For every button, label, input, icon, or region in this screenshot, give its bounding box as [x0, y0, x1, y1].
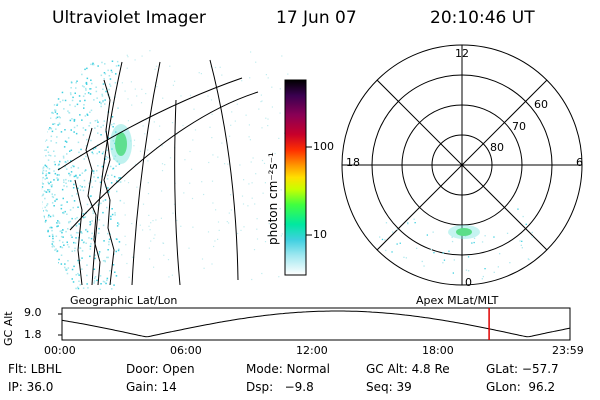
alt-ytick-9: 9.0	[24, 306, 42, 319]
info-dsp: Dsp: −9.8	[246, 380, 314, 394]
alt-xtick-1200: 12:00	[296, 344, 328, 357]
apex-panel-label: Apex MLat/MLT	[416, 294, 499, 307]
parallel-line	[69, 91, 259, 231]
info-glat: GLat: −57.7	[486, 362, 559, 376]
dayglow-speckle	[41, 42, 300, 290]
mlt-label-6: 6	[576, 156, 583, 169]
date-label: 17 Jun 07	[276, 8, 357, 28]
time-label: 20:10:46 UT	[430, 8, 535, 28]
mlt-label-12: 12	[455, 47, 469, 60]
meridian-line	[91, 61, 123, 286]
info-gc-alt: GC Alt: 4.8 Re	[366, 362, 450, 376]
polar-aurora	[379, 208, 533, 280]
info-glon: GLon: 96.2	[486, 380, 556, 394]
mlt-label-18: 18	[346, 156, 360, 169]
alt-xtick-0600: 06:00	[170, 344, 202, 357]
alt-xtick-0000: 00:00	[44, 344, 76, 357]
altitude-curve	[61, 310, 571, 338]
info-door: Door: Open	[126, 362, 195, 376]
mlt-label-0: 0	[465, 276, 472, 289]
alt-xtick-1800: 18:00	[422, 344, 454, 357]
lat-label-80: 80	[490, 141, 504, 154]
alt-ytick-1-8: 1.8	[24, 328, 42, 341]
alt-xtick-2359: 23:59	[552, 344, 584, 357]
meridian-line	[209, 59, 239, 281]
colorbar	[284, 79, 312, 276]
lat-label-70: 70	[512, 120, 526, 133]
colorbar-tick-10: 10	[313, 228, 327, 241]
meridian-line	[174, 99, 181, 286]
alt-ylabel: GC Alt	[2, 311, 15, 346]
lat-label-60: 60	[534, 98, 548, 111]
info-mode: Mode: Normal	[246, 362, 330, 376]
geo-panel-label: Geographic Lat/Lon	[70, 294, 178, 307]
geographic-image-panel	[41, 42, 300, 290]
info-ip: IP: 36.0	[8, 380, 54, 394]
parallel-line	[57, 77, 243, 171]
info-seq: Seq: 39	[366, 380, 412, 394]
colorbar-label: photon cm⁻²s⁻¹	[266, 152, 280, 245]
info-filter: Flt: LBHL	[8, 362, 62, 376]
info-gain: Gain: 14	[126, 380, 177, 394]
instrument-title: Ultraviolet Imager	[52, 8, 206, 28]
meridian-line	[131, 61, 161, 286]
altitude-plot	[58, 307, 571, 341]
polar-plot	[341, 44, 583, 286]
mlt-line-diagonal	[376, 79, 548, 251]
coastline	[74, 79, 115, 286]
colorbar-tick-100: 100	[313, 140, 334, 153]
